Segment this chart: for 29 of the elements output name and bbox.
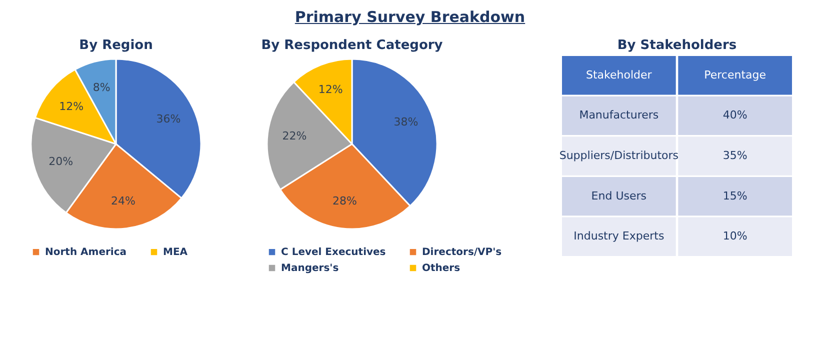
data-label: 28%: [332, 194, 357, 208]
text: Stakeholder: [586, 68, 652, 82]
legend-label: MEA: [163, 247, 188, 258]
data-label: 36%: [156, 112, 182, 126]
data-label: 22%: [282, 130, 307, 143]
data-label: 38%: [394, 116, 418, 129]
category-label: End Users: [590, 189, 646, 202]
text: Percentage: [704, 68, 766, 82]
legend-label: North America: [45, 247, 127, 258]
category-label: Manufacturers: [578, 108, 659, 122]
data-label: 12%: [59, 100, 84, 114]
category-label: Industry Experts: [573, 230, 664, 243]
data-label: 15%: [722, 189, 747, 202]
text: By Stakeholders: [616, 38, 737, 53]
data-label: 35%: [722, 149, 747, 162]
category-label: Suppliers/Distributors: [558, 149, 678, 162]
data-label: 24%: [111, 194, 136, 208]
legend-label: Directors/VP's: [422, 247, 502, 258]
chart-title: By Region: [79, 38, 154, 53]
legend-label: C Level Executives: [280, 247, 386, 258]
data-label: 40%: [722, 108, 747, 122]
data-label: 20%: [48, 154, 74, 168]
data-label: 8%: [93, 80, 111, 94]
legend-label: Mangers's: [280, 263, 339, 274]
data-label: 12%: [318, 83, 343, 96]
text: Primary Survey Breakdown: [294, 7, 526, 28]
legend-label: Others: [422, 263, 460, 274]
chart-title: By Respondent Category: [261, 38, 444, 53]
data-label: 10%: [722, 230, 747, 243]
